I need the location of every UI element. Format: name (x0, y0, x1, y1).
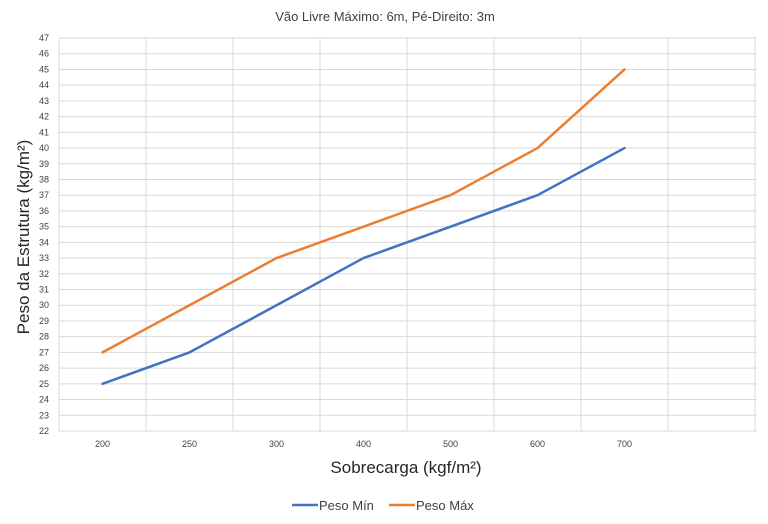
y-tick-label: 32 (39, 269, 49, 279)
x-tick-label: 700 (617, 439, 632, 449)
y-tick-label: 27 (39, 347, 49, 357)
x-tick-label: 200 (95, 439, 110, 449)
y-tick-label: 23 (39, 410, 49, 420)
legend-label-peso-max: Peso Máx (416, 498, 474, 513)
y-tick-label: 38 (39, 174, 49, 184)
y-tick-label: 22 (39, 426, 49, 436)
grid (59, 38, 757, 431)
y-tick-label: 29 (39, 316, 49, 326)
legend-label-peso-min: Peso Mín (319, 498, 374, 513)
y-tick-labels: 22 23 24 25 26 27 28 29 30 31 32 33 34 35 36 37 38 39 40 41… (39, 33, 49, 436)
y-tick-label: 44 (39, 80, 49, 90)
y-tick-label: 31 (39, 285, 49, 295)
y-axis-title: Peso da Estrutura (kg/m²) (14, 140, 33, 335)
chart-title: Vão Livre Máximo: 6m, Pé-Direito: 3m (275, 9, 495, 24)
y-tick-label: 46 (39, 49, 49, 59)
y-tick-label: 36 (39, 206, 49, 216)
y-tick-label: 24 (39, 395, 49, 405)
y-tick-label: 42 (39, 112, 49, 122)
y-tick-label: 33 (39, 253, 49, 263)
y-tick-label: 35 (39, 222, 49, 232)
x-tick-label: 500 (443, 439, 458, 449)
y-tick-label: 43 (39, 96, 49, 106)
x-tick-label: 250 (182, 439, 197, 449)
y-tick-label: 26 (39, 363, 49, 373)
y-tick-label: 41 (39, 127, 49, 137)
y-tick-label: 25 (39, 379, 49, 389)
legend: Peso Mín Peso Máx (292, 498, 474, 513)
y-tick-label: 37 (39, 190, 49, 200)
y-tick-label: 40 (39, 143, 49, 153)
x-axis-title: Sobrecarga (kgf/m²) (330, 458, 481, 477)
y-tick-label: 39 (39, 159, 49, 169)
y-tick-label: 30 (39, 300, 49, 310)
y-tick-label: 47 (39, 33, 49, 43)
x-tick-label: 400 (356, 439, 371, 449)
y-tick-label: 28 (39, 332, 49, 342)
x-tick-label: 600 (530, 439, 545, 449)
x-tick-labels: 200 250 300 400 500 600 700 (95, 439, 632, 449)
line-chart: 22 23 24 25 26 27 28 29 30 31 32 33 34 35 36 37 38 39 40 41… (0, 0, 768, 524)
x-tick-label: 300 (269, 439, 284, 449)
y-tick-label: 34 (39, 237, 49, 247)
series-line-peso-min (103, 148, 625, 384)
y-tick-label: 45 (39, 64, 49, 74)
